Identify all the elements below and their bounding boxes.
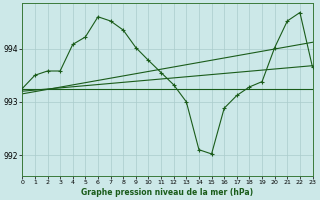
X-axis label: Graphe pression niveau de la mer (hPa): Graphe pression niveau de la mer (hPa) <box>81 188 253 197</box>
